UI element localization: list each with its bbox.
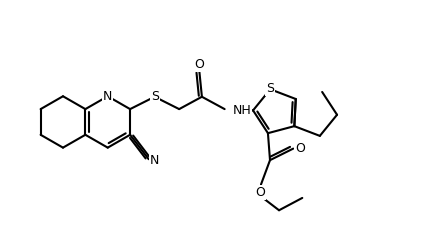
- Text: NH: NH: [232, 104, 251, 117]
- Text: S: S: [150, 90, 158, 103]
- Text: N: N: [103, 90, 112, 103]
- Text: O: O: [194, 58, 204, 71]
- Text: N: N: [150, 154, 159, 167]
- Text: O: O: [254, 186, 264, 199]
- Text: S: S: [266, 82, 273, 95]
- Text: O: O: [294, 142, 305, 155]
